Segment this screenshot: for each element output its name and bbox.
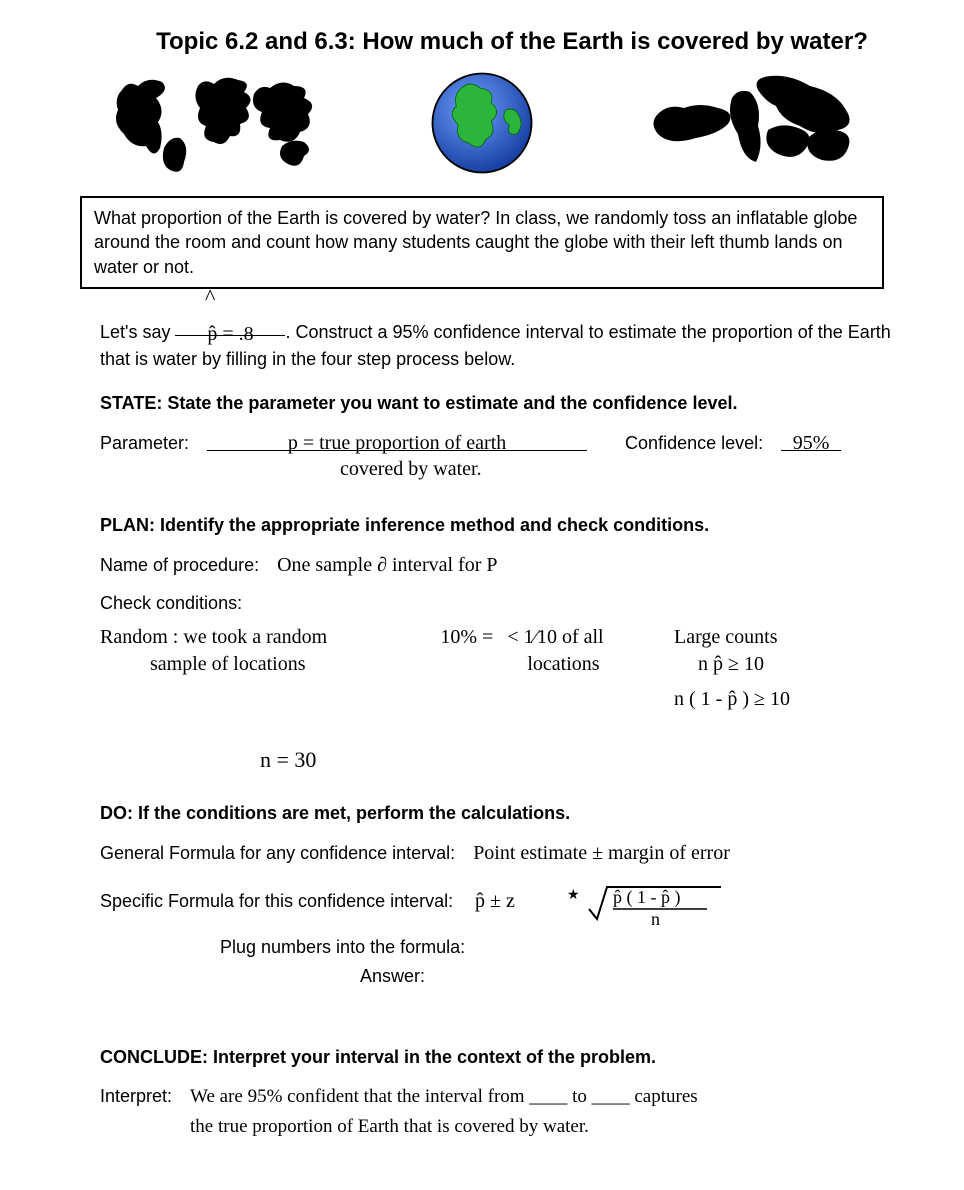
n-value: n = 30 <box>260 747 904 773</box>
svg-text:n: n <box>651 909 660 929</box>
param-value: p = true proportion of earth <box>288 432 506 454</box>
page-title: Topic 6.2 and 6.3: How much of the Earth… <box>120 28 904 56</box>
interpret-label: Interpret: <box>100 1086 172 1107</box>
spec-formula-value: p̂ ± z ★ p̂ ( 1 - p̂ ) n <box>471 875 731 929</box>
tenpct-3: locations <box>527 653 603 676</box>
svg-text:p̂ ( 1 - p̂ ): p̂ ( 1 - p̂ ) <box>613 887 680 908</box>
conf-value: 95% <box>793 432 830 454</box>
svg-text:p̂ ± z: p̂ ± z <box>475 890 515 912</box>
globe-icon <box>372 68 592 178</box>
gen-formula-value: Point estimate ± margin of error <box>473 842 730 865</box>
conditions-columns: Random : we took a random sample of loca… <box>100 624 864 713</box>
do-head: DO: If the conditions are met, perform t… <box>100 803 904 824</box>
random-cond-2: sample of locations <box>150 653 370 676</box>
conf-label: Confidence level: <box>625 433 763 454</box>
large-counts-3: n ( 1 - p̂ ) ≥ 10 <box>674 688 864 711</box>
proc-label: Name of procedure: <box>100 555 259 576</box>
cond-label: Check conditions: <box>100 593 242 614</box>
state-head: STATE: State the parameter you want to e… <box>100 393 904 414</box>
header-images-row <box>80 68 884 178</box>
random-cond-1: Random : we took a random <box>100 626 370 649</box>
interpret-2: the true proportion of Earth that is cov… <box>190 1116 904 1138</box>
conclude-head: CONCLUDE: Interpret your interval in the… <box>100 1047 904 1068</box>
lets-say-line: ^ Let's say p̂ = .8. Construct a 95% con… <box>100 317 904 373</box>
large-counts-2: n p̂ ≥ 10 <box>698 653 864 676</box>
lets-say-pre: Let's say <box>100 322 175 342</box>
intro-box: What proportion of the Earth is covered … <box>80 196 884 289</box>
interpret-1: We are 95% confident that the interval f… <box>190 1086 698 1108</box>
svg-text:★: ★ <box>567 888 580 903</box>
plan-head: PLAN: Identify the appropriate inference… <box>100 515 904 536</box>
plug-label: Plug numbers into the formula: <box>220 937 465 958</box>
param-label: Parameter: <box>100 433 189 454</box>
param-value-2: covered by water. <box>340 458 904 481</box>
lets-say-value: p̂ = .8 <box>207 323 253 345</box>
proc-value: One sample ∂ interval for P <box>277 554 497 577</box>
great-lakes-icon <box>640 68 860 178</box>
gen-formula-label: General Formula for any confidence inter… <box>100 843 455 864</box>
large-counts-1: Large counts <box>674 626 864 649</box>
phat-hat-anno: ^ <box>205 289 215 305</box>
tenpct-1: 10% = <box>440 626 493 649</box>
answer-label: Answer: <box>360 966 425 987</box>
spec-formula-label: Specific Formula for this confidence int… <box>100 891 453 912</box>
world-map-icon <box>104 68 324 178</box>
tenpct-2: < 1⁄10 of all <box>507 626 603 649</box>
worksheet-page: Topic 6.2 and 6.3: How much of the Earth… <box>0 0 964 1190</box>
